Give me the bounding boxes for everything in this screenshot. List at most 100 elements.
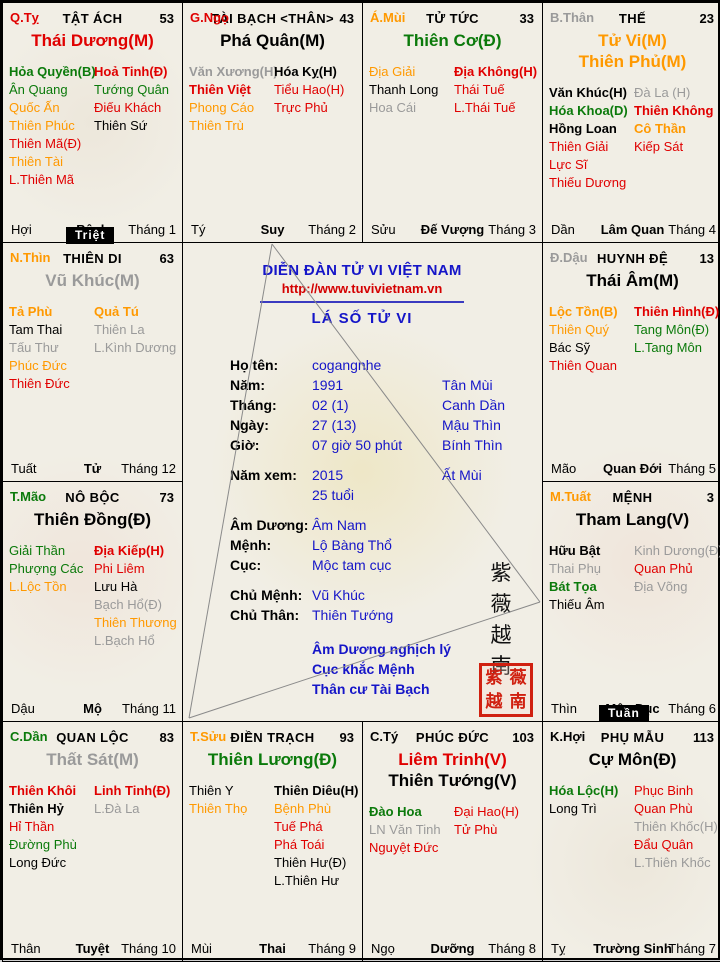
palace-name: HUYNH ĐỆ — [596, 251, 669, 266]
palace-cell-huynh-: Đ.Dậu HUYNH ĐỆ 13 Thái Âm(M) Lộc Tồn(B) T… — [542, 242, 720, 482]
star-item: Bác Sỹ — [549, 340, 591, 355]
palace-cell-t-t-c: Á.Mùi TỬ TỨC 33 Thiên Cơ(Đ) Địa Giải Than… — [362, 2, 543, 243]
star-item: Hỉ Thần — [9, 819, 55, 834]
star-column-right: Linh Tinh(Đ) L.Đà La — [94, 782, 178, 872]
star-column-right: Hóa Kỵ(H) Tiểu Hao(H) Trực Phủ — [274, 63, 358, 135]
star-columns: Giải Thần Phượng Các L.Lộc Tồn Địa Kiếp(H)… — [3, 542, 182, 650]
star-item: Cô Thần — [634, 121, 686, 136]
star-item: Tả Phù — [9, 304, 53, 319]
star-item: Hoả Tinh(Đ) — [94, 64, 168, 79]
star-item: Thiên Hư(Đ) — [274, 855, 347, 870]
info-label: Ngày: — [230, 417, 269, 433]
star-column-right: Địa Không(H) Thái Tuế L.Thái Tuế — [454, 63, 538, 117]
star-item: Hồng Loan — [549, 121, 617, 136]
main-stars: Thiên Cơ(Đ) — [363, 30, 542, 51]
main-stars: Thái Âm(M) — [543, 270, 720, 291]
footer-month: Tháng 5 — [668, 461, 716, 476]
info-row: Mệnh: Lộ Bàng Thổ — [230, 537, 541, 557]
palace-header: B.Thân THẾ 23 — [543, 3, 720, 27]
info-value: 1991 — [312, 377, 344, 393]
info-value: Âm Nam — [312, 517, 367, 533]
footer-life-stage: Lâm Quan — [600, 222, 665, 237]
star-column-right: Quả Tú Thiên La L.Kình Dương — [94, 303, 178, 393]
footer-branch: Tuất — [11, 461, 37, 476]
star-item: Địa Không(H) — [454, 64, 538, 79]
info-label: Cục: — [230, 557, 262, 573]
footer-branch: Thìn — [551, 701, 578, 716]
seal-char: 紫 — [485, 668, 503, 688]
info-value: Mộc tam cục — [312, 557, 392, 573]
branch-label: B.Thân — [550, 10, 595, 25]
star-columns: Lộc Tồn(B) Thiên Quý Bác Sỹ Thiên Quan Thiê… — [543, 303, 720, 375]
star-columns: Thiên Y Thiên Thọ Thiên Diêu(H) Bệnh Phù Tu… — [183, 782, 362, 890]
palace-name: TÀI BẠCH <THÂN> — [210, 11, 334, 26]
palace-header: N.Thìn THIÊN DI 63 — [3, 243, 182, 267]
star-item: Đẩu Quân — [634, 837, 694, 852]
star-item: Thai Phụ — [549, 561, 602, 576]
info-value: Vũ Khúc — [312, 587, 365, 603]
footer-month: Tháng 1 — [128, 222, 176, 237]
seal-char: 南 — [509, 692, 527, 712]
main-star: Thái Dương(M) — [31, 31, 154, 50]
main-star: Thiên Cơ(Đ) — [403, 31, 502, 50]
palace-number: 23 — [699, 11, 714, 26]
main-stars: Thiên Đồng(Đ) — [3, 509, 182, 530]
footer-month: Tháng 7 — [668, 941, 716, 956]
footer-branch: Tý — [191, 222, 206, 237]
star-column-left: Thiên Y Thiên Thọ — [189, 782, 274, 890]
tuan-badge: Tuần — [599, 705, 649, 722]
palace-header: Q.Tỵ TẬT ÁCH 53 — [3, 3, 182, 27]
star-item: Địa Giải — [369, 64, 416, 79]
chart-title: LÁ SỐ TỬ VI — [311, 310, 413, 327]
branch-label: T.Sửu — [190, 729, 227, 744]
star-item: Đường Phù — [9, 837, 77, 852]
palace-header: M.Tuất MỆNH 3 — [543, 482, 720, 506]
main-stars: Cự Môn(Đ) — [543, 749, 720, 770]
palace-number: 93 — [339, 730, 354, 745]
star-item: L.Đà La — [94, 801, 140, 816]
palace-name: PHỤ MẪU — [600, 730, 665, 745]
palace-number: 33 — [519, 11, 534, 26]
info-extra: Canh Dần — [442, 397, 506, 413]
star-item: Thiếu Dương — [549, 175, 627, 190]
info-row: Tháng: 02 (1) Canh Dần — [230, 397, 541, 417]
palace-number: 83 — [159, 730, 174, 745]
star-item: Hóa Lộc(H) — [549, 783, 619, 798]
forum-url-link[interactable]: http://www.tuvivietnam.vn — [281, 281, 443, 296]
main-stars: Tham Lang(V) — [543, 509, 720, 530]
seal-char: 薇 — [509, 668, 527, 688]
star-item: L.Thiên Mã — [9, 172, 75, 187]
palace-name: TẬT ÁCH — [62, 11, 123, 26]
footer-life-stage: Tuyệt — [75, 941, 110, 956]
branch-label: M.Tuất — [550, 489, 591, 504]
main-stars: Thái Dương(M) — [3, 30, 182, 51]
star-item: Long Đức — [9, 855, 67, 870]
footer-month: Tháng 8 — [488, 941, 536, 956]
motto-char: 越 — [490, 623, 512, 647]
star-column-left: Văn Xương(H) Thiên Việt Phong Cáo Thiên Trù — [189, 63, 278, 135]
star-item: Thiên Khốc(H) — [634, 819, 718, 834]
main-star: Tham Lang(V) — [575, 510, 690, 529]
star-item: Địa Võng — [634, 579, 688, 594]
branch-label: N.Thìn — [10, 250, 51, 265]
branch-label: T.Mão — [10, 489, 47, 504]
palace-name: ĐIỀN TRẠCH — [230, 730, 315, 745]
palace-number: 103 — [512, 730, 534, 745]
star-item: Thiên La — [94, 322, 145, 337]
star-columns: Thiên Khôi Thiên Hỷ Hỉ Thần Đường Phù Long Đ… — [3, 782, 182, 872]
star-item: Phúc Đức — [9, 358, 67, 373]
star-column-left: Thiên Khôi Thiên Hỷ Hỉ Thần Đường Phù Long Đ… — [9, 782, 94, 872]
palace-name: THẾ — [618, 11, 647, 26]
forum-title: DIỄN ĐÀN TỬ VI VIỆT NAM — [262, 262, 462, 279]
star-item: Điếu Khách — [94, 100, 162, 115]
star-column-right: Địa Kiếp(H) Phi Liêm Lưu Hà Bạch Hổ(Đ) Thiên… — [94, 542, 178, 650]
main-star: Thiên Lương(Đ) — [207, 750, 338, 769]
footer-life-stage: Đế Vượng — [420, 222, 485, 237]
palace-number: 73 — [159, 490, 174, 505]
footer-life-stage: Mộ — [83, 701, 102, 716]
palace-cell-m-nh: M.Tuất MỆNH 3 Tham Lang(V) Hữu Bật Thai P… — [542, 481, 720, 722]
star-column-left: Hỏa Quyền(B) Ân Quang Quốc Ấn Thiên Phúc Thi… — [9, 63, 96, 189]
info-value: 27 (13) — [312, 417, 357, 433]
palace-cell--i-n-tr-ch: T.Sửu ĐIỀN TRẠCH 93 Thiên Lương(Đ) Thiên… — [182, 721, 363, 962]
